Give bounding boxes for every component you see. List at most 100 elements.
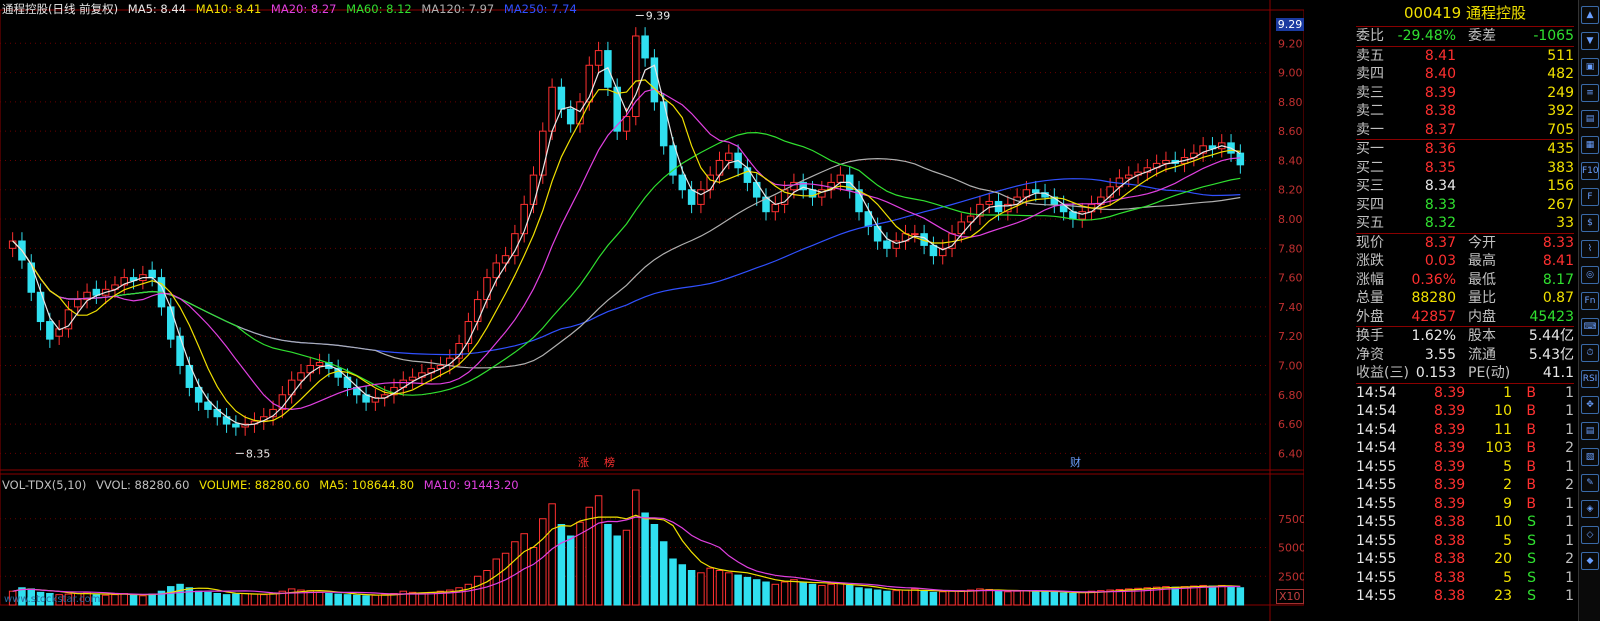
kline-svg[interactable]: 9.20 9.00 8.80 8.60 8.40 8.20 8.00 7.80 7.60 7.40… — [0, 0, 1304, 621]
tick-volume: 2 — [1503, 477, 1512, 493]
price-tick-label: 9.20 — [1278, 37, 1303, 50]
tick-volume: 103 — [1485, 440, 1512, 456]
quote-title: 000419 通程控股 — [1356, 0, 1574, 26]
tick-price: 8.38 — [1434, 532, 1466, 549]
toolbar-up-icon[interactable]: ▲ — [1581, 6, 1599, 24]
bid-row: 买二 8.35 383 — [1356, 159, 1574, 178]
volume-bar — [771, 583, 780, 606]
toolbar-F-icon[interactable]: F — [1581, 188, 1599, 206]
candle-body — [520, 203, 528, 235]
bid-price: 8.34 — [1424, 178, 1456, 194]
tick-row: 14:54 8.39 103 B 2 — [1356, 439, 1574, 458]
toolbar-$-icon[interactable]: $ — [1581, 214, 1599, 232]
candle-body — [408, 376, 417, 381]
stat-row: 净资 3.55 流通 5.43亿 — [1356, 346, 1574, 365]
candle-body — [966, 215, 975, 223]
volume-bar — [976, 588, 984, 606]
volume-bar — [613, 535, 621, 606]
toolbar-dn-icon[interactable]: ▼ — [1581, 32, 1599, 50]
toolbar-doc2-icon[interactable]: ▤ — [1581, 422, 1599, 440]
tick-count: 1 — [1565, 569, 1574, 586]
volume-bar — [873, 589, 882, 606]
toolbar-a-icon[interactable]: ◈ — [1581, 500, 1599, 518]
volume-bar — [1022, 590, 1031, 606]
tick-price: 8.39 — [1434, 384, 1466, 401]
candle-body — [539, 130, 547, 176]
volume-bar — [325, 593, 333, 606]
ma120-line — [12, 157, 1241, 369]
volume-bar — [64, 593, 73, 606]
ask-row: 卖三 8.39 249 — [1356, 84, 1574, 103]
stock-name: 通程控股 — [1466, 4, 1527, 22]
tick-side: S — [1527, 514, 1536, 530]
stat-value: 0.87 — [1542, 290, 1574, 306]
ask-volume: 511 — [1547, 47, 1574, 64]
volume-bar — [380, 594, 389, 606]
tick-count: 1 — [1565, 588, 1574, 604]
tick-list[interactable]: 14:54 8.39 1 B 1 14:54 8.39 10 B 1 14:54 8.39 11 B 1 14… — [1356, 384, 1574, 606]
tick-count: 2 — [1565, 551, 1574, 567]
bid-row: 买一 8.36 435 — [1356, 140, 1574, 159]
candle-body — [585, 64, 594, 103]
toolbar-pic-icon[interactable]: ▣ — [1581, 58, 1599, 76]
high-price-label: 9.39 — [646, 9, 671, 22]
stock-title: 通程控股(日线 前复权) — [2, 2, 119, 16]
toolbar-list-icon[interactable]: ≡ — [1581, 84, 1599, 102]
candle-body — [929, 244, 938, 257]
tick-volume: 10 — [1494, 514, 1512, 530]
toolbar-key-icon[interactable]: ⌨ — [1581, 318, 1599, 336]
toolbar-tm-icon[interactable]: ⏱ — [1581, 344, 1599, 362]
ask-volume: 482 — [1547, 66, 1574, 82]
volume-bar — [929, 591, 938, 606]
toolbar-btn-icon[interactable]: ◎ — [1581, 266, 1599, 284]
ask-row: 卖五 8.41 511 — [1356, 47, 1574, 66]
volume-bar — [1097, 590, 1105, 606]
volume-bar — [706, 567, 714, 606]
candle-body — [1124, 174, 1133, 179]
ask-label: 卖三 — [1356, 84, 1384, 101]
volume-bar — [250, 593, 259, 606]
candle-body — [148, 269, 156, 279]
bid-volume: 33 — [1556, 215, 1574, 231]
toolbar-RSI-icon[interactable]: RSI — [1581, 370, 1599, 388]
kline-chart-area[interactable]: 9.20 9.00 8.80 8.60 8.40 8.20 8.00 7.80 7.60 7.40… — [0, 0, 1304, 621]
candle-body — [167, 306, 175, 340]
event-mark-zhang[interactable]: 涨 — [578, 456, 589, 469]
toolbar-c-icon[interactable]: ◆ — [1581, 552, 1599, 570]
volume-bar — [167, 586, 175, 606]
toolbar-F10-icon[interactable]: F10 — [1581, 162, 1599, 180]
volume-bar — [715, 570, 724, 606]
volume-bar — [1031, 590, 1040, 606]
toolbar-img-icon[interactable]: ▧ — [1581, 448, 1599, 466]
volume-bar — [204, 591, 212, 606]
stat-value: 0.153 — [1415, 365, 1456, 381]
volume-bar — [659, 541, 668, 606]
toolbar-chart-icon[interactable]: ⌇ — [1581, 240, 1599, 258]
tick-row: 14:54 8.39 10 B 1 — [1356, 402, 1574, 421]
volume-bar — [818, 584, 826, 606]
volume-bar — [836, 582, 845, 606]
toolbar-nav-icon[interactable]: ✥ — [1581, 396, 1599, 414]
volume-bar — [315, 591, 324, 606]
volume-bar — [864, 588, 873, 606]
ask-volume: 705 — [1547, 121, 1574, 138]
toolbar-tag-icon[interactable]: ✎ — [1581, 474, 1599, 492]
divider — [1356, 326, 1574, 327]
volume-bar — [678, 564, 687, 606]
volume-unit-button[interactable]: X10 — [1276, 589, 1304, 604]
volume-bar — [1004, 591, 1012, 606]
ask-price: 8.39 — [1424, 84, 1456, 101]
candle-body — [622, 116, 631, 132]
quote-stats: 现价 8.37 今开 8.33 涨跌 0.03 最高 8.41 涨幅 0.36% 最低 8.17 总量 8… — [1356, 234, 1574, 327]
event-mark-bang[interactable]: 榜 — [604, 456, 615, 469]
toolbar-tbl-icon[interactable]: ▦ — [1581, 136, 1599, 154]
ask-row: 卖四 8.40 482 — [1356, 65, 1574, 84]
tick-side: B — [1526, 495, 1536, 512]
ask-volume: 249 — [1547, 84, 1574, 101]
toolbar-doc-icon[interactable]: ▤ — [1581, 110, 1599, 128]
toolbar-Fn-icon[interactable]: Fn — [1581, 292, 1599, 310]
event-mark-cai[interactable]: 财 — [1070, 456, 1081, 469]
toolbar-b-icon[interactable]: ◇ — [1581, 526, 1599, 544]
stat-row: 涨幅 0.36% 最低 8.17 — [1356, 271, 1574, 290]
candle-body — [529, 174, 538, 205]
